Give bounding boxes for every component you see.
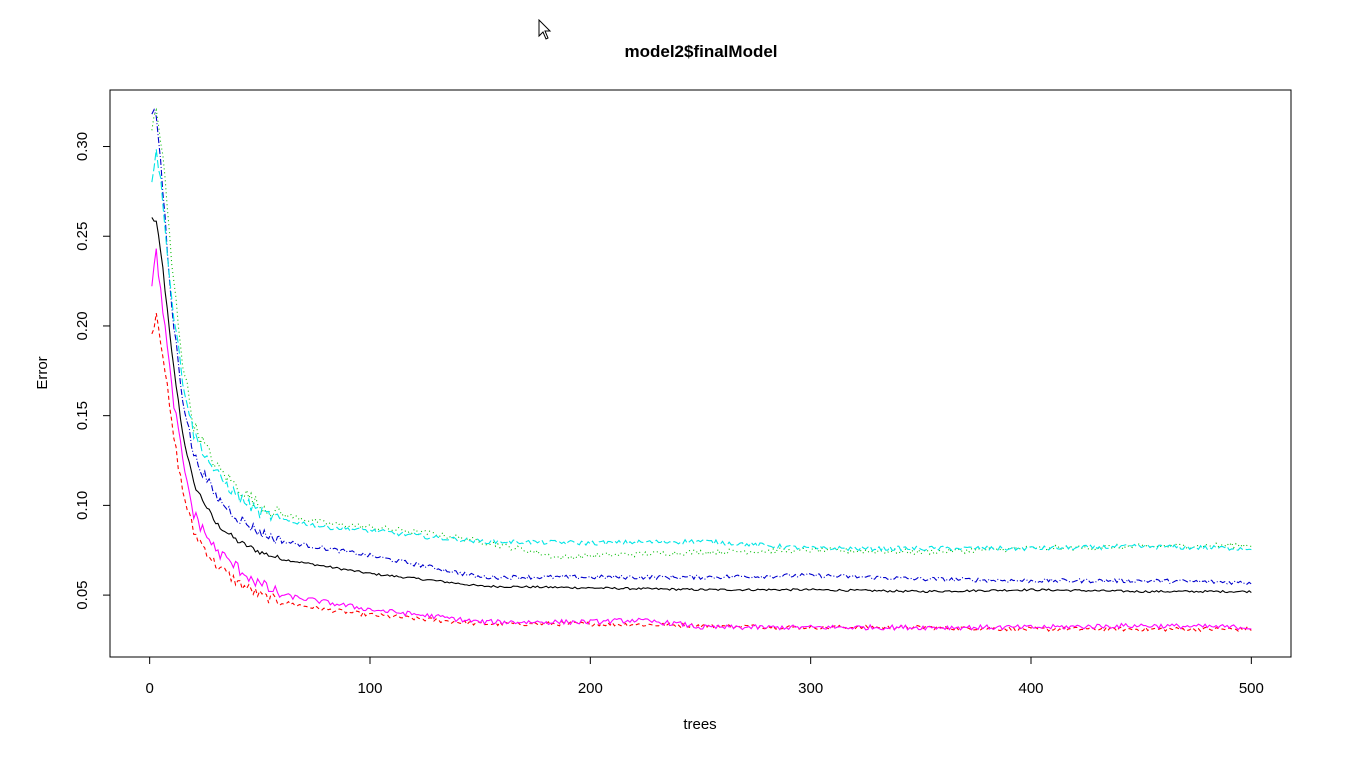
series-layer [151, 107, 1252, 633]
x-tick-label: 300 [798, 680, 823, 697]
y-tick-label: 0.15 [74, 401, 91, 430]
x-tick-label: 500 [1239, 680, 1264, 697]
plot-frame [109, 89, 1292, 658]
x-axis-label: trees [683, 716, 716, 733]
x-tick-label: 0 [145, 680, 153, 697]
series-line-1 [151, 217, 1252, 594]
y-axis: 0.05 0.10 0.15 0.20 0.25 0.30 [74, 132, 111, 610]
series-line-5 [151, 149, 1252, 552]
series-line-3 [151, 107, 1252, 561]
series-line-6 [151, 248, 1252, 631]
chart-title: model2$finalModel [624, 42, 777, 61]
series-line-4 [151, 108, 1252, 586]
y-tick-label: 0.05 [74, 580, 91, 609]
y-axis-label: Error [34, 356, 51, 389]
series-line-2 [151, 313, 1252, 633]
x-tick-label: 100 [357, 680, 382, 697]
x-tick-label: 400 [1018, 680, 1043, 697]
mouse-pointer-icon [538, 19, 552, 40]
y-tick-label: 0.25 [74, 222, 91, 251]
y-tick-label: 0.30 [74, 132, 91, 161]
x-tick-label: 200 [578, 680, 603, 697]
x-axis: 0 100 200 300 400 500 [145, 656, 1264, 697]
y-tick-label: 0.20 [74, 311, 91, 340]
y-tick-label: 0.10 [74, 491, 91, 520]
